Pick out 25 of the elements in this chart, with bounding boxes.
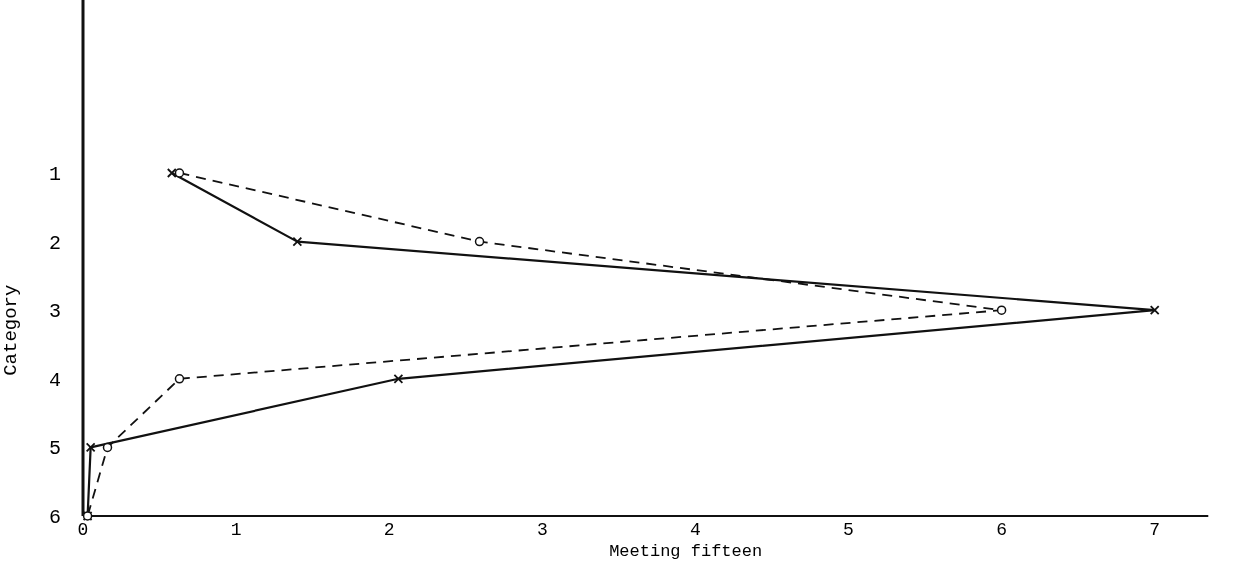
point [1149,305,1160,316]
y-tick-label: 3 [48,300,62,324]
point [996,305,1007,315]
x-tick-label: 2 [383,520,395,540]
point [85,442,96,453]
y-tick-label: 4 [48,368,62,392]
x-tick-label: 6 [996,520,1008,540]
y-axis-title: Category [0,284,22,376]
x-tick-label: 1 [230,520,242,540]
y-tick-label: 2 [48,231,62,255]
x-axis-title: Meeting fifteen [609,542,763,561]
point [174,168,185,178]
point [292,236,303,247]
y-tick-label: 1 [48,163,62,186]
x-tick-label: 4 [689,520,701,540]
point [102,442,113,453]
x-tick-label: 7 [1149,520,1161,540]
y-tick-label: 5 [48,437,62,461]
x-tick-label: 5 [843,520,854,540]
point [474,236,485,247]
point [174,374,185,384]
point [393,373,404,384]
x-tick-label: 0 [77,520,89,540]
point [166,168,177,178]
x-tick-label: 3 [536,520,548,540]
